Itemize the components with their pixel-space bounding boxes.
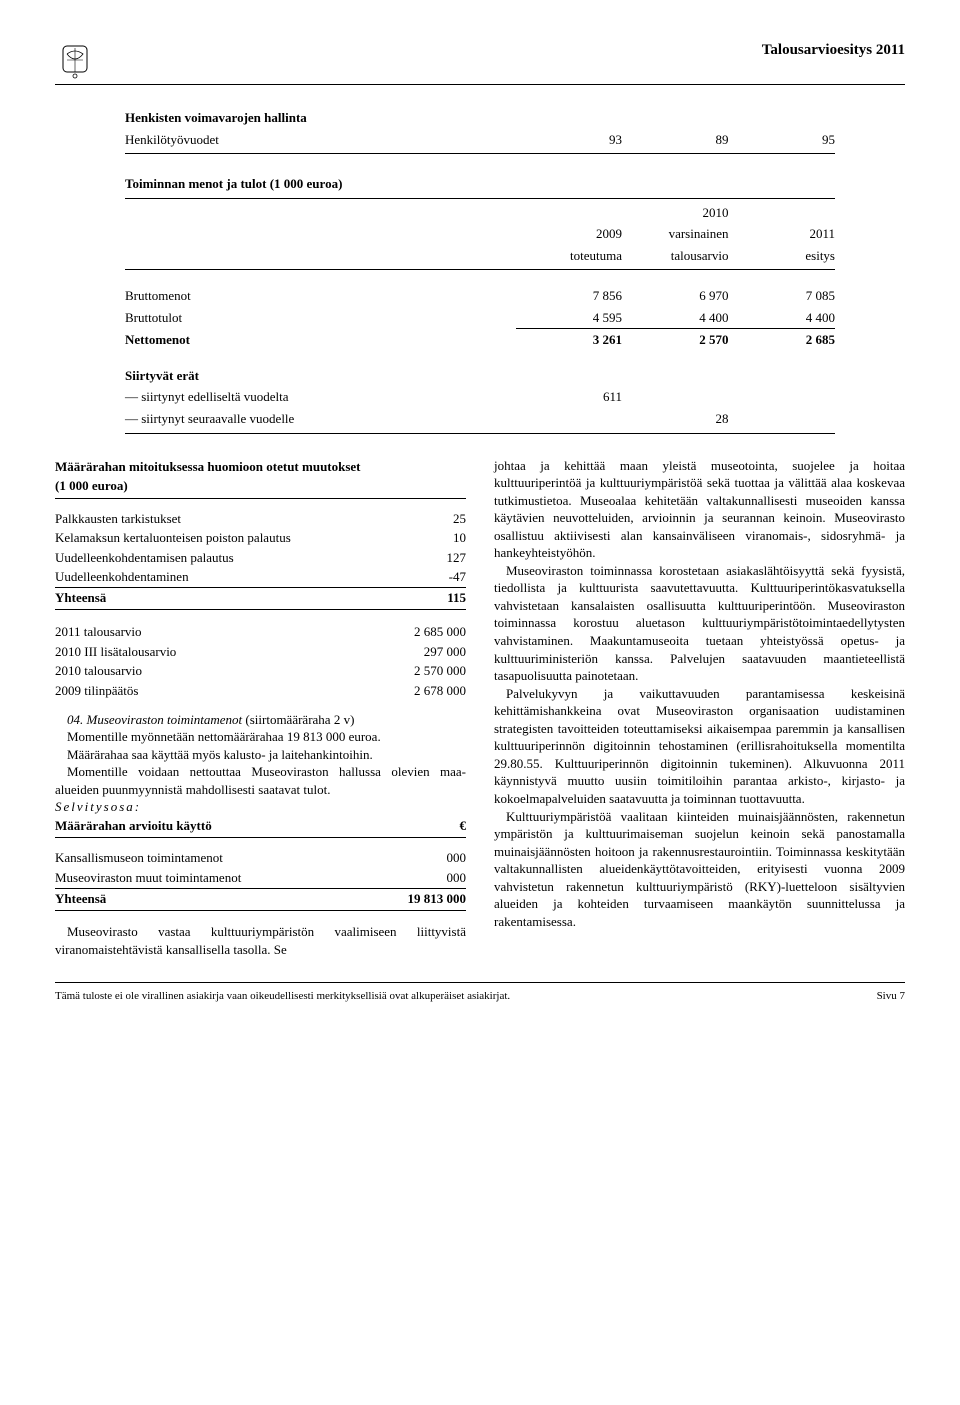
table1-cell: 95: [729, 129, 836, 151]
cell: 4 400: [729, 307, 836, 329]
paragraph: Momentille myönnetään nettomäärärahaa 19…: [55, 728, 466, 746]
cell: 000: [368, 848, 466, 868]
table1-cell: 93: [516, 129, 623, 151]
total-value: 19 813 000: [368, 888, 466, 908]
muutokset-title-b: (1 000 euroa): [55, 476, 466, 496]
row-label: Museoviraston muut toimintamenot: [55, 868, 368, 888]
cell: 2 570 000: [343, 661, 466, 681]
cell: 2 678 000: [343, 681, 466, 701]
footer-left: Tämä tuloste ei ole virallinen asiakirja…: [55, 989, 510, 1004]
kaytto-title: Määrärahan arvioitu käyttö: [55, 816, 368, 836]
paragraph: Museovirasto vastaa kulttuuriympäristön …: [55, 923, 466, 958]
section-04-heading: 04. Museoviraston toimintamenot (siirtom…: [55, 711, 466, 729]
paragraph: Palvelukyvyn ja vaikuttavuuden parantami…: [494, 685, 905, 808]
col-head: esitys: [729, 245, 836, 267]
cell: 2 570: [622, 329, 729, 351]
cell: 6 970: [622, 285, 729, 307]
col-head: talousarvio: [622, 245, 729, 267]
col-head: toteutuma: [516, 245, 623, 267]
coat-of-arms-icon: [55, 40, 95, 80]
cell: 127: [435, 548, 466, 568]
row-label: 2010 talousarvio: [55, 661, 343, 681]
cell: 3 261: [516, 329, 623, 351]
cell: 2 685 000: [343, 622, 466, 642]
row-label: Bruttomenot: [125, 285, 516, 307]
total-value: 115: [435, 587, 466, 607]
table-toiminnan-menot: Toiminnan menot ja tulot (1 000 euroa) 2…: [55, 173, 905, 436]
table-muutokset: Määrärahan mitoituksessa huomioon otetut…: [55, 457, 466, 613]
body-columns: Määrärahan mitoituksessa huomioon otetut…: [55, 457, 905, 959]
col-head: varsinainen: [622, 223, 729, 245]
paragraph: johtaa ja kehittää maan yleistä museotoi…: [494, 457, 905, 562]
cell: 25: [435, 509, 466, 529]
cell: 7 085: [729, 285, 836, 307]
col-head: 2009: [516, 223, 623, 245]
siirt-title: Siirtyvät erät: [125, 365, 835, 387]
row-label: 2010 III lisätalousarvio: [55, 642, 343, 662]
table1-row-label: Henkilötyövuodet: [125, 129, 516, 151]
paragraph: Määrärahaa saa käyttää myös kalusto- ja …: [55, 746, 466, 764]
row-label: 2009 tilinpäätös: [55, 681, 343, 701]
section-num: 04.: [67, 712, 83, 727]
right-column: johtaa ja kehittää maan yleistä museotoi…: [494, 457, 905, 959]
table1-heading: Henkisten voimavarojen hallinta: [125, 107, 835, 129]
row-label: Palkkausten tarkistukset: [55, 509, 435, 529]
row-label: 2011 talousarvio: [55, 622, 343, 642]
table2-title: Toiminnan menot ja tulot (1 000 euroa): [125, 173, 835, 195]
cell: 4 400: [622, 307, 729, 329]
row-label: Kelamaksun kertaluonteisen poiston palau…: [55, 528, 435, 548]
total-label: Yhteensä: [55, 888, 368, 908]
page: Talousarvioesitys 2011 Henkisten voimava…: [0, 0, 960, 1034]
cell: 10: [435, 528, 466, 548]
row-label: Bruttotulot: [125, 307, 516, 329]
section-trailing: (siirtomääräraha 2 v): [245, 712, 354, 727]
table-henkilotyovuodet: Henkisten voimavarojen hallinta Henkilöt…: [55, 107, 905, 157]
col-head: 2011: [729, 223, 836, 245]
cell: 297 000: [343, 642, 466, 662]
paragraph: Momentille voidaan nettouttaa Museoviras…: [55, 763, 466, 798]
table-kaytto: Määrärahan arvioitu käyttö € Kansallismu…: [55, 816, 466, 913]
header-divider: [55, 84, 905, 85]
left-column: Määrärahan mitoituksessa huomioon otetut…: [55, 457, 466, 959]
total-label: Yhteensä: [55, 587, 435, 607]
cell: 7 856: [516, 285, 623, 307]
page-header: Talousarvioesitys 2011: [55, 40, 905, 80]
cell: 4 595: [516, 307, 623, 329]
row-label: Nettomenot: [125, 329, 516, 351]
cell: 611: [516, 386, 623, 408]
cell: -47: [435, 567, 466, 587]
cell: 000: [368, 868, 466, 888]
row-label: Uudelleenkohdentaminen: [55, 567, 435, 587]
footer-right: Sivu 7: [877, 989, 905, 1004]
page-footer: Tämä tuloste ei ole virallinen asiakirja…: [55, 982, 905, 1004]
paragraph: Kulttuuriympäristöä vaalitaan kiinteiden…: [494, 808, 905, 931]
kaytto-eur: €: [368, 816, 466, 836]
row-label: Kansallismuseon toimintamenot: [55, 848, 368, 868]
col-head: 2010: [622, 202, 729, 224]
cell: 2 685: [729, 329, 836, 351]
cell: 28: [622, 408, 729, 430]
section-title: Museoviraston toimintamenot: [87, 712, 243, 727]
row-label: — siirtynyt edelliseltä vuodelta: [125, 386, 516, 408]
paragraph: Museoviraston toiminnassa korostetaan as…: [494, 562, 905, 685]
muutokset-title-a: Määrärahan mitoituksessa huomioon otetut…: [55, 457, 466, 477]
row-label: — siirtynyt seuraavalle vuodelle: [125, 408, 516, 430]
row-label: Uudelleenkohdentamisen palautus: [55, 548, 435, 568]
table1-cell: 89: [622, 129, 729, 151]
selvitysosa-label: Selvitysosa:: [55, 798, 466, 816]
table-budget-history: 2011 talousarvio 2 685 000 2010 III lisä…: [55, 622, 466, 700]
doc-title: Talousarvioesitys 2011: [762, 40, 905, 60]
